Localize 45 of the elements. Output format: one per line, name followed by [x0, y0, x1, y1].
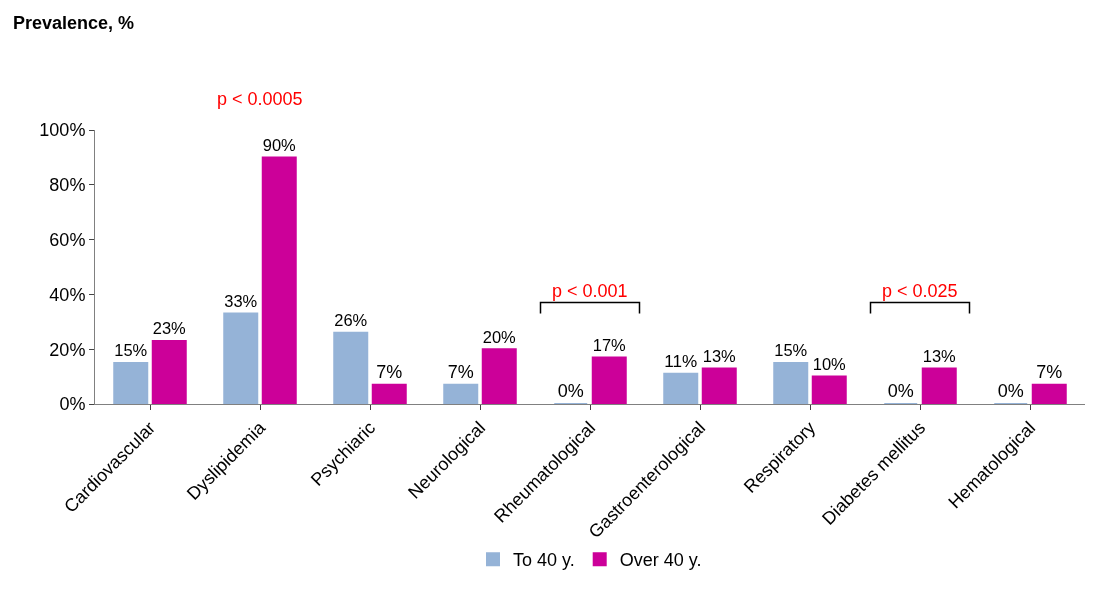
y-tick-label: 40% [49, 284, 86, 305]
bar [591, 356, 627, 404]
data-label: 33% [224, 291, 258, 310]
data-label: 0% [997, 381, 1024, 401]
bar [223, 312, 259, 404]
bar [333, 331, 369, 404]
bar [261, 156, 297, 404]
data-label: 20% [482, 327, 517, 346]
bar [773, 361, 809, 404]
y-tick-label: 0% [59, 394, 86, 415]
data-label: 15% [774, 341, 808, 360]
data-label: 0% [557, 381, 584, 401]
data-label: 13% [922, 346, 957, 365]
annotation: p < 0.025 [882, 281, 958, 301]
data-label: 0% [887, 381, 914, 401]
bar [443, 383, 479, 404]
data-label: 26% [334, 311, 368, 330]
bar [113, 361, 149, 404]
data-label: 17% [592, 335, 627, 354]
bar [811, 375, 847, 404]
y-tick-label: 100% [39, 120, 86, 141]
y-tick-label: 20% [49, 339, 86, 360]
data-label: 7% [376, 361, 403, 382]
y-tick-label: 60% [49, 229, 86, 250]
data-label: 10% [812, 354, 847, 373]
bar [921, 367, 957, 404]
annotation: p < 0.001 [552, 281, 628, 301]
legend-label: Over 40 y. [619, 550, 702, 571]
data-label: 13% [702, 346, 737, 365]
legend-label: To 40 y. [513, 550, 575, 571]
data-label: 7% [447, 361, 474, 382]
bar [481, 348, 517, 404]
bar [371, 383, 407, 404]
text: p < 0.0005 [217, 89, 303, 109]
data-label: 15% [114, 341, 148, 360]
bar [701, 367, 737, 404]
y-tick-label: 80% [49, 175, 86, 196]
bar [1031, 383, 1067, 404]
data-label: 23% [152, 319, 187, 338]
y-axis-title: Prevalence, % [13, 13, 135, 33]
data-label: 11% [664, 352, 698, 372]
bar [151, 339, 187, 404]
data-label: 7% [1036, 361, 1063, 382]
data-label: 90% [262, 135, 297, 154]
bar [663, 372, 699, 404]
